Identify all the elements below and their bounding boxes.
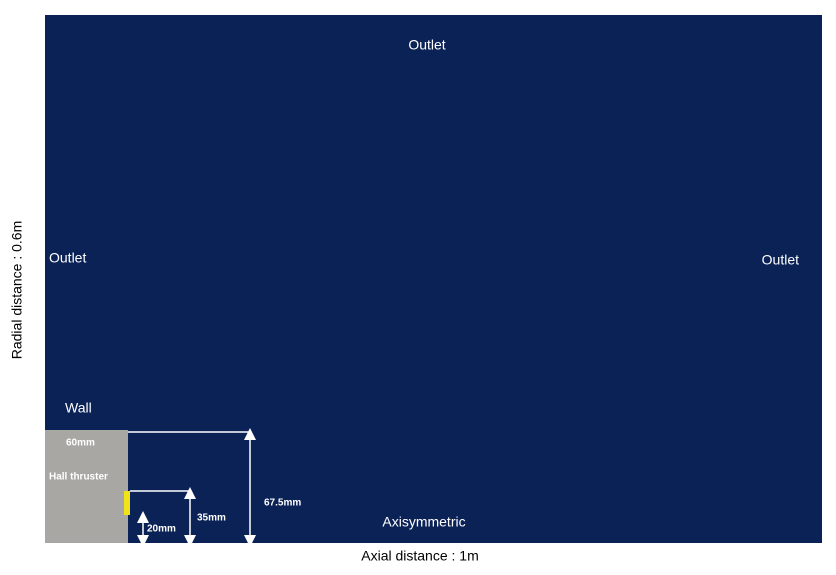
y-axis-label: Radial distance : 0.6m — [9, 221, 25, 360]
thruster-exit — [124, 491, 130, 515]
wall-label: Wall — [65, 400, 92, 416]
hall-thruster-body — [45, 430, 128, 543]
dimension-label: 35mm — [197, 513, 226, 524]
domain-area — [45, 15, 822, 543]
outlet-label: Outlet — [408, 37, 445, 53]
thruster-label: Hall thruster — [49, 472, 108, 483]
thruster-height-label: 60mm — [66, 438, 95, 449]
axisymmetric-label: Axisymmetric — [382, 514, 465, 530]
dimension-label: 67.5mm — [264, 498, 301, 509]
x-axis-label: Axial distance : 1m — [361, 548, 479, 564]
outlet-label: Outlet — [762, 252, 799, 268]
dimension-label: 20mm — [147, 524, 176, 535]
outlet-label: Outlet — [49, 250, 86, 266]
